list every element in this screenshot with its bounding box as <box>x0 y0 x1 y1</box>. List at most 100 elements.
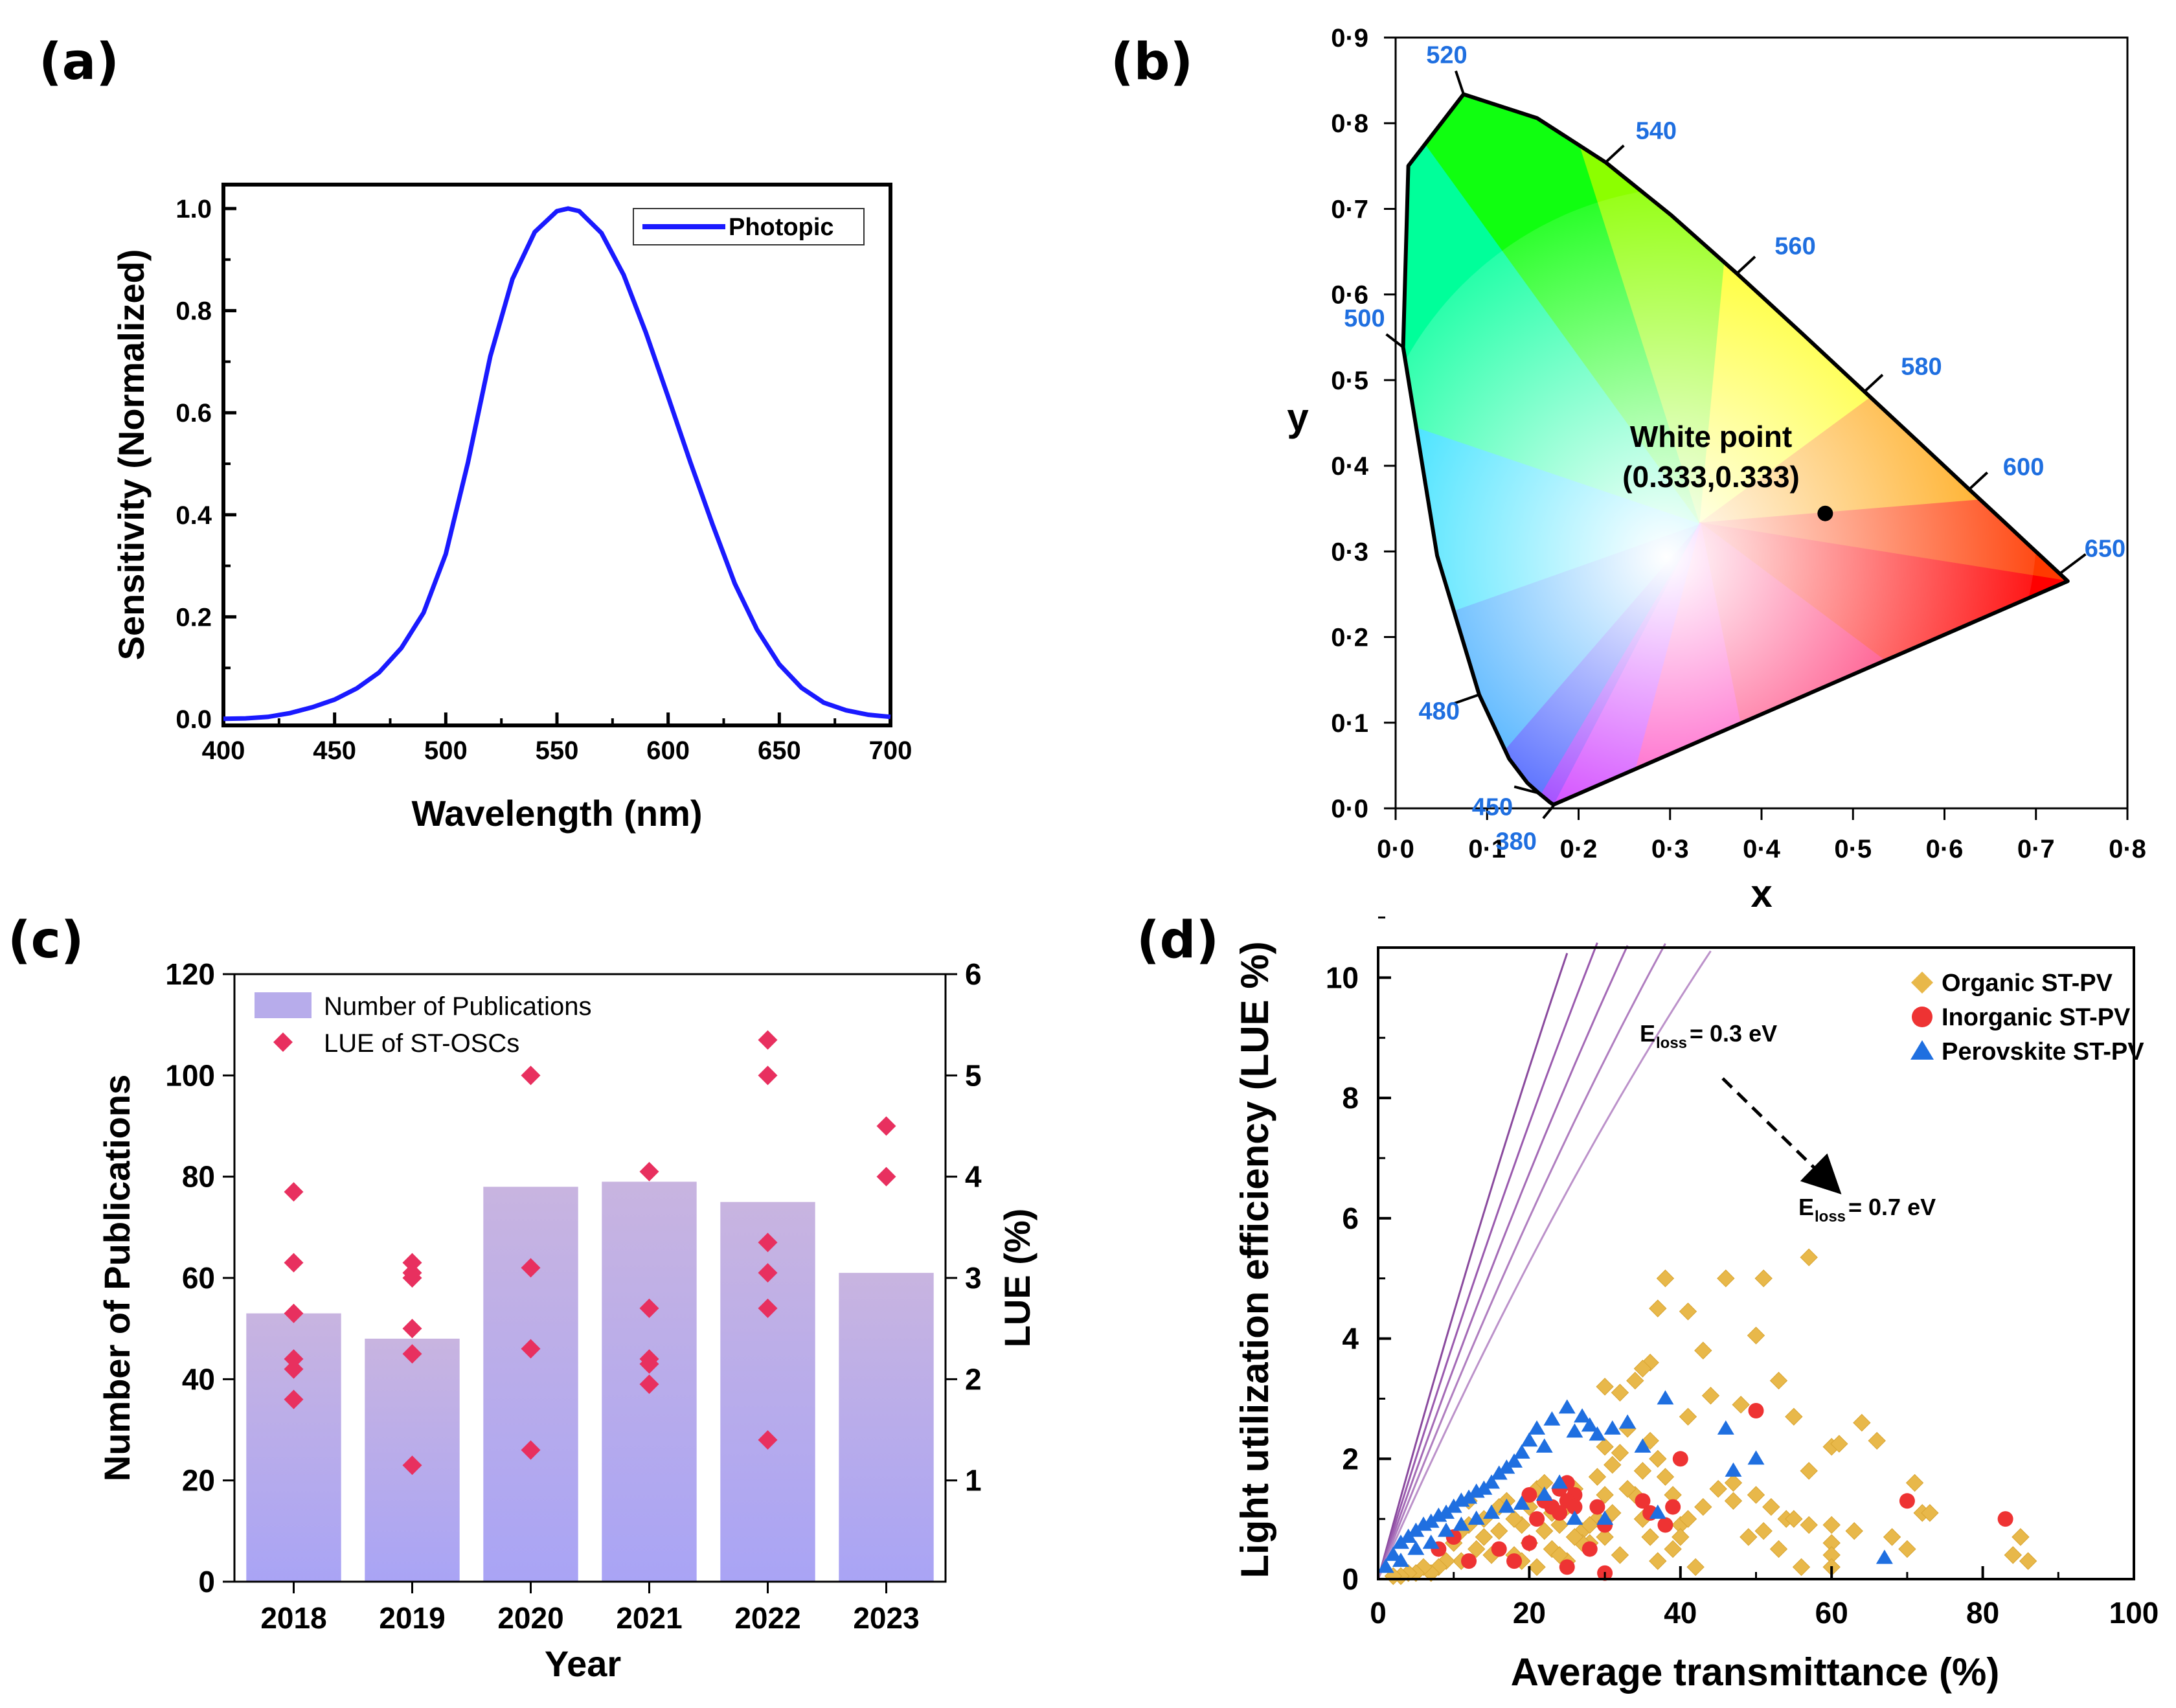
inorganic-point <box>1521 1535 1537 1551</box>
panel-b-y-tick-label: 0·3 <box>1331 538 1368 566</box>
panel-c-y-tick-label: 40 <box>182 1362 215 1396</box>
wavelength-label-600: 600 <box>2003 453 2044 481</box>
perovskite-point <box>1392 1553 1410 1567</box>
organic-point <box>1822 1516 1841 1534</box>
organic-point <box>1754 1270 1773 1288</box>
limit-curve <box>1377 953 1569 1580</box>
perovskite-point <box>1536 1438 1553 1453</box>
inorganic-point <box>1899 1493 1915 1509</box>
eloss-low-sub: loss <box>1656 1034 1687 1052</box>
panel-a-x-tick-label: 600 <box>646 736 690 765</box>
eloss-high-annotation: E loss = 0.7 eV <box>1798 1194 1936 1225</box>
lue-point-2018 <box>284 1349 304 1369</box>
organic-point <box>1694 1341 1712 1360</box>
panel-d-x-tick-label: 0 <box>1370 1596 1387 1630</box>
inorganic-point <box>1672 1451 1688 1467</box>
organic-point <box>1656 1468 1675 1486</box>
organic-point <box>1604 1455 1622 1474</box>
photopic-curve <box>223 206 891 722</box>
panel-c-y-tick-label: 80 <box>182 1160 215 1194</box>
perovskite-point <box>1513 1444 1530 1459</box>
organic-point <box>1754 1522 1773 1540</box>
white-point-label: White point <box>1630 420 1792 453</box>
limit-curve <box>1377 942 1598 1580</box>
perovskite-point <box>1483 1474 1501 1489</box>
organic-point <box>1709 1480 1727 1498</box>
legend-perovskite-label: Perovskite ST-PV <box>1942 1038 2144 1065</box>
lue-point-2020 <box>521 1258 541 1278</box>
organic-point <box>1672 1528 1690 1546</box>
eloss-high-value: = 0.7 eV <box>1848 1194 1936 1220</box>
inorganic-point <box>1491 1541 1507 1557</box>
panel-b-y-tick-label: 0·6 <box>1331 281 1368 310</box>
panel-a-y-tick-label: 0.8 <box>176 297 212 326</box>
perovskite-point <box>1566 1423 1583 1438</box>
panel-a-y-tick-label: 1.0 <box>176 195 212 223</box>
organic-point <box>1679 1510 1697 1528</box>
perovskite-point <box>1551 1474 1569 1489</box>
organic-point <box>1664 1540 1682 1558</box>
organic-point <box>1505 1510 1523 1528</box>
panel-c-x-tick-label: 2018 <box>260 1601 326 1635</box>
panel-b-x-tick-label: 0·6 <box>1926 835 1964 863</box>
organic-point <box>1565 1528 1584 1546</box>
panel-c-x-tick-label: 2023 <box>853 1601 919 1635</box>
cie-white-blend <box>1403 186 2037 804</box>
inorganic-point <box>1529 1511 1545 1527</box>
panel-c-x-tick-label: 2021 <box>616 1601 682 1635</box>
panel-a-y-tick-label: 0.4 <box>176 501 212 530</box>
panel-c-y2-tick-label: 4 <box>965 1160 982 1194</box>
legend-perovskite-swatch <box>1910 1040 1934 1060</box>
organic-point <box>1596 1486 1614 1504</box>
panel-b-y-tick-label: 0·9 <box>1331 24 1368 52</box>
organic-point <box>1604 1504 1622 1522</box>
perovskite-point <box>1589 1426 1606 1441</box>
perovskite-point <box>1498 1498 1515 1513</box>
lue-point-2021 <box>639 1354 659 1374</box>
panel-c-x-tick-label: 2022 <box>734 1601 800 1635</box>
panel-label-a: (a) <box>39 33 119 91</box>
perovskite-point <box>1483 1504 1501 1519</box>
lue-point-2023 <box>876 1167 896 1187</box>
publication-bar-2022 <box>720 1201 815 1582</box>
publication-bar-2023 <box>839 1273 934 1582</box>
organic-point <box>1528 1558 1546 1577</box>
panel-b-x-tick-label: 0·4 <box>1743 835 1781 863</box>
organic-point <box>1898 1540 1916 1558</box>
panel-b-y-tick-label: 0·5 <box>1331 367 1368 395</box>
wavelength-tick-650 <box>2059 553 2087 575</box>
organic-point <box>1429 1558 1448 1577</box>
panel-c-y-tick-label: 120 <box>165 957 215 991</box>
lue-point-2021 <box>639 1298 659 1318</box>
lue-point-2018 <box>284 1303 304 1323</box>
perovskite-point <box>1422 1534 1440 1549</box>
perovskite-point <box>1876 1549 1893 1564</box>
inorganic-point <box>1997 1511 2013 1527</box>
lue-point-2019 <box>402 1268 422 1288</box>
panel-b-x-tick-label: 0·1 <box>1468 835 1506 863</box>
white-point-coords: (0.333,0.333) <box>1622 460 1800 494</box>
organic-point <box>1649 1450 1667 1468</box>
panel-a-y-tick-label: 0.0 <box>176 705 212 734</box>
lue-point-2022 <box>758 1030 778 1050</box>
organic-point <box>1679 1303 1697 1321</box>
wavelength-label-450: 450 <box>1472 794 1513 821</box>
lue-point-2020 <box>521 1339 541 1359</box>
perovskite-point <box>1506 1453 1523 1468</box>
organic-point <box>1769 1371 1788 1390</box>
panel-d-y-tick-label: 2 <box>1342 1442 1359 1475</box>
inorganic-point <box>1461 1553 1477 1569</box>
lue-point-2022 <box>758 1298 778 1318</box>
organic-point <box>1611 1444 1629 1462</box>
panel-c-y2-tick-label: 1 <box>965 1464 982 1497</box>
wavelength-label-500: 500 <box>1344 305 1385 332</box>
perovskite-point <box>1657 1390 1674 1405</box>
perovskite-point <box>1407 1522 1425 1537</box>
perovskite-point <box>1453 1516 1470 1531</box>
perovskite-point <box>1649 1504 1666 1519</box>
organic-point <box>1633 1360 1652 1378</box>
panel-label-d: (d) <box>1137 911 1219 970</box>
perovskite-point <box>1513 1495 1530 1510</box>
wavelength-label-580: 580 <box>1901 354 1942 381</box>
perovskite-point <box>1415 1516 1433 1531</box>
